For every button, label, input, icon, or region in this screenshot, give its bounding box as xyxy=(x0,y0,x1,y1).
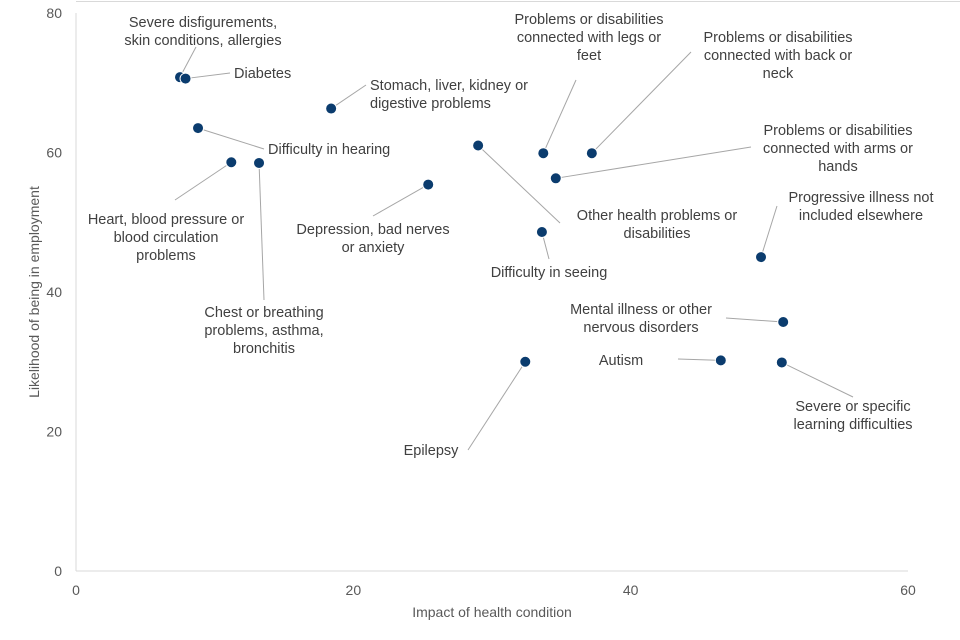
point-label: Chest or breathing problems, asthma, bronc… xyxy=(204,305,323,357)
data-point xyxy=(192,122,205,135)
leader-line xyxy=(174,161,232,201)
x-tick-label: 0 xyxy=(72,582,80,598)
y-axis-ticks: 0 20 40 60 80 xyxy=(46,5,62,579)
point-label: Mental illness or other nervous disorders xyxy=(570,302,712,336)
data-point xyxy=(225,156,238,169)
point-label: Problems or disabilities connected with l… xyxy=(514,12,663,64)
point-label-line: nervous disorders xyxy=(583,320,698,336)
leader-line xyxy=(467,361,526,451)
point-label-line: Autism xyxy=(599,353,643,369)
point-label-line: skin conditions, allergies xyxy=(124,33,281,49)
point-label-line: problems xyxy=(136,248,196,264)
data-point xyxy=(755,251,768,264)
data-point xyxy=(537,147,550,160)
leader-line xyxy=(258,162,265,301)
data-point xyxy=(535,226,548,239)
point-label: Stomach, liver, kidney or digestive probl… xyxy=(370,78,528,112)
point-label-line: Difficulty in hearing xyxy=(268,142,390,158)
data-point xyxy=(179,72,192,85)
point-label: Other health problems or disabilities xyxy=(577,208,738,242)
point-label-line: or anxiety xyxy=(342,240,406,256)
leader-line xyxy=(677,358,721,361)
point-label-line: neck xyxy=(763,66,794,82)
point-label-line: included elsewhere xyxy=(799,208,923,224)
y-axis-title: Likelihood of being in employment xyxy=(26,186,42,398)
leader-lines xyxy=(174,46,854,451)
point-label-line: Problems or disabilities xyxy=(763,123,912,139)
point-label-line: connected with arms or xyxy=(763,141,913,157)
point-label: Autism xyxy=(599,353,643,369)
point-label-line: Severe or specific xyxy=(795,399,910,415)
point-label: Severe or specific learning difficulties xyxy=(793,399,912,433)
point-label-line: bronchitis xyxy=(233,341,295,357)
point-label-line: blood circulation xyxy=(114,230,219,246)
point-label-line: Other health problems or xyxy=(577,208,738,224)
point-label-line: Diabetes xyxy=(234,66,291,82)
data-point xyxy=(585,147,598,160)
leader-line xyxy=(185,72,231,80)
point-label-line: Chest or breathing xyxy=(204,305,323,321)
y-tick-label: 80 xyxy=(46,5,62,21)
point-label: Severe disfigurements, skin conditions, a… xyxy=(124,15,281,49)
leader-line xyxy=(372,184,429,217)
point-label-line: Depression, bad nerves xyxy=(296,222,449,238)
point-label: Problems or disabilities connected with b… xyxy=(703,30,852,82)
point-label-line: disabilities xyxy=(624,226,691,242)
point-label-line: Mental illness or other xyxy=(570,302,712,318)
y-tick-label: 40 xyxy=(46,284,62,300)
data-point xyxy=(253,156,266,169)
point-label-line: Progressive illness not xyxy=(788,190,933,206)
point-label: Difficulty in hearing xyxy=(268,142,390,158)
point-label: Difficulty in seeing xyxy=(491,265,608,281)
x-tick-label: 60 xyxy=(900,582,916,598)
y-tick-label: 20 xyxy=(46,424,62,440)
point-label: Heart, blood pressure or blood circulatio… xyxy=(88,212,245,264)
x-tick-label: 40 xyxy=(623,582,639,598)
data-point xyxy=(472,139,485,152)
leader-line xyxy=(591,51,692,154)
point-label: Epilepsy xyxy=(404,443,460,459)
point-label: Progressive illness not included elsewher… xyxy=(788,190,933,224)
leader-line xyxy=(725,317,784,323)
point-label-line: Stomach, liver, kidney or xyxy=(370,78,528,94)
point-label: Problems or disabilities connected with a… xyxy=(763,123,913,175)
data-point xyxy=(549,172,562,185)
y-tick-label: 60 xyxy=(46,145,62,161)
y-tick-label: 0 xyxy=(54,563,62,579)
leader-line xyxy=(197,127,265,150)
leader-line xyxy=(542,79,577,154)
data-point xyxy=(714,354,727,367)
leader-line xyxy=(330,84,367,109)
point-label-line: learning difficulties xyxy=(793,417,912,433)
data-point xyxy=(775,356,788,369)
point-label-line: Heart, blood pressure or xyxy=(88,212,245,228)
point-label-line: Severe disfigurements, xyxy=(129,15,277,31)
point-label-line: hands xyxy=(818,159,858,175)
data-point xyxy=(777,315,790,328)
x-axis-title: Impact of health condition xyxy=(412,604,572,620)
data-point xyxy=(422,178,435,191)
point-label-line: connected with legs or xyxy=(517,30,661,46)
point-label-line: feet xyxy=(577,48,601,64)
leader-line xyxy=(555,146,752,179)
point-label-line: Problems or disabilities xyxy=(514,12,663,28)
x-axis-ticks: 0 20 40 60 xyxy=(72,582,916,598)
leader-line xyxy=(781,361,854,398)
point-label: Depression, bad nerves or anxiety xyxy=(296,222,449,256)
point-label-line: problems, asthma, xyxy=(204,323,323,339)
point-labels: Severe disfigurements, skin conditions, a… xyxy=(88,12,934,459)
point-label-line: connected with back or xyxy=(704,48,852,64)
point-label-line: Problems or disabilities xyxy=(703,30,852,46)
point-label-line: Difficulty in seeing xyxy=(491,265,608,281)
data-point xyxy=(519,355,532,368)
point-label-line: digestive problems xyxy=(370,96,491,112)
point-label-line: Epilepsy xyxy=(404,443,460,459)
data-point xyxy=(325,102,338,115)
leader-line xyxy=(760,205,778,258)
leader-line xyxy=(477,145,561,224)
x-tick-label: 20 xyxy=(346,582,362,598)
data-points xyxy=(174,71,790,369)
point-label: Diabetes xyxy=(234,66,291,82)
